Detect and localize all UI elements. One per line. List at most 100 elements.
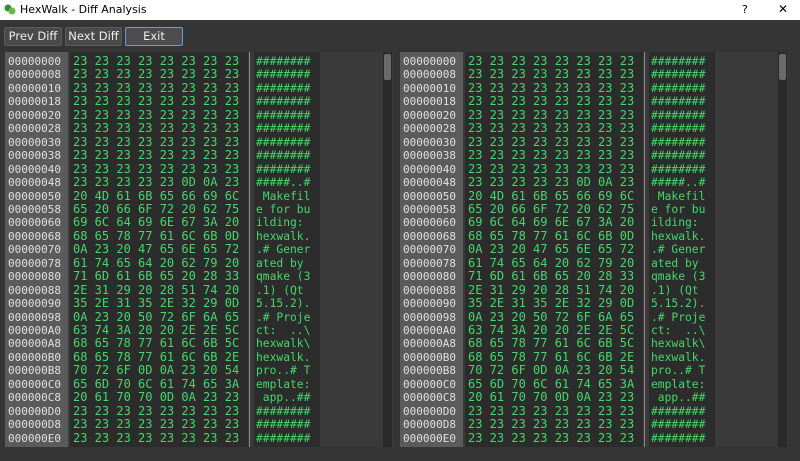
ascii-text: emplate: xyxy=(651,377,706,391)
offset: 00000048 xyxy=(403,176,456,190)
ascii-text: #####..# xyxy=(651,176,706,190)
ascii-text: emplate: xyxy=(256,377,311,391)
hex-bytes: 23 23 23 23 23 0D 0A 23 xyxy=(468,175,635,190)
offset: 00000090 xyxy=(403,297,456,311)
hex-row: 00000010 23 23 23 23 23 23 23 23 ######## xyxy=(400,80,778,95)
ascii-text: ######## xyxy=(651,55,706,68)
hex-row: 00000000 23 23 23 23 23 23 23 23 ######## xyxy=(5,54,383,69)
hex-bytes: 69 6C 64 69 6E 67 3A 20 xyxy=(73,215,240,230)
hex-row: 00000050 20 4D 61 6B 65 66 69 6C Makefil xyxy=(400,188,778,203)
hex-bytes: 61 74 65 64 20 62 79 20 xyxy=(468,255,635,270)
hex-row: 000000B8 70 72 6F 0D 0A 23 20 54 pro..# T xyxy=(400,363,778,378)
offset: 000000A8 xyxy=(403,337,456,351)
hex-row: 00000030 23 23 23 23 23 23 23 23 ######## xyxy=(400,135,778,149)
title-bar: HexWalk - Diff Analysis ? ✕ xyxy=(0,0,800,20)
scroll-thumb[interactable] xyxy=(384,54,391,80)
ascii-text: hexwalk\ xyxy=(256,337,311,351)
hex-bytes: 71 6D 61 6B 65 20 28 33 xyxy=(468,269,635,284)
offset: 00000048 xyxy=(8,176,61,190)
ascii-text: hexwalk. xyxy=(651,350,706,364)
hex-row: 000000D0 23 23 23 23 23 23 23 23 ######## xyxy=(5,404,383,418)
separator xyxy=(644,52,645,447)
offset: 000000D0 xyxy=(403,404,456,418)
scroll-thumb[interactable] xyxy=(779,54,786,80)
ascii-text: ######## xyxy=(256,149,311,163)
hex-bytes: 23 23 23 23 23 23 23 23 xyxy=(73,430,240,445)
ascii-text: .1) (Qt xyxy=(651,283,706,297)
next-diff-button[interactable]: Next Diff xyxy=(65,27,122,46)
offset: 000000E0 xyxy=(403,431,456,445)
offset: 00000008 xyxy=(403,68,456,82)
hex-bytes: 23 23 23 23 23 23 23 23 xyxy=(468,148,635,163)
ascii-text: ######## xyxy=(256,81,311,95)
hex-row: 00000068 68 65 78 77 61 6C 6B 0D hexwalk. xyxy=(5,228,383,243)
hex-bytes: 20 4D 61 6B 65 66 69 6C xyxy=(468,188,635,203)
hex-bytes: 69 6C 64 69 6E 67 3A 20 xyxy=(468,215,635,230)
ascii-text: hexwalk. xyxy=(256,350,311,364)
offset: 000000D8 xyxy=(403,418,456,432)
ascii-text: ######## xyxy=(256,162,311,176)
offset: 00000088 xyxy=(8,283,61,297)
offset: 000000B8 xyxy=(403,364,456,378)
hex-row: 00000088 2E 31 29 20 28 51 74 20 .1) (Qt xyxy=(400,282,778,297)
hex-row: 00000008 23 23 23 23 23 23 23 23 ######## xyxy=(400,68,778,82)
hex-bytes: 23 23 23 23 23 23 23 23 xyxy=(468,80,635,95)
ascii-text: ######## xyxy=(256,55,311,68)
scrollbar[interactable] xyxy=(778,52,787,447)
offset: 000000B0 xyxy=(8,350,61,364)
exit-button[interactable]: Exit xyxy=(125,27,183,46)
hex-bytes: 68 65 78 77 61 6C 6B 0D xyxy=(73,228,240,243)
offset: 000000D8 xyxy=(8,418,61,432)
offset: 00000098 xyxy=(8,310,61,324)
help-button[interactable]: ? xyxy=(742,3,748,16)
ascii-text: 5.15.2). xyxy=(651,297,706,311)
hex-bytes: 2E 31 29 20 28 51 74 20 xyxy=(468,282,635,297)
offset: 00000078 xyxy=(8,256,61,270)
offset: 00000080 xyxy=(8,270,61,284)
hex-bytes: 23 23 23 23 23 0D 0A 23 xyxy=(73,175,240,190)
offset: 000000A0 xyxy=(8,324,61,337)
prev-diff-button[interactable]: Prev Diff xyxy=(4,27,62,46)
window-title: HexWalk - Diff Analysis xyxy=(20,3,147,16)
offset: 00000038 xyxy=(403,149,456,163)
hex-bytes: 23 23 23 23 23 23 23 23 xyxy=(73,161,240,176)
hex-row: 00000030 23 23 23 23 23 23 23 23 ######## xyxy=(5,135,383,149)
hex-row: 000000E0 23 23 23 23 23 23 23 23 ######## xyxy=(5,430,383,445)
ascii-text: ######## xyxy=(651,404,706,418)
offset: 000000C8 xyxy=(403,391,456,405)
ascii-text: ilding: xyxy=(651,216,706,230)
hex-bytes: 23 23 23 23 23 23 23 23 xyxy=(468,430,635,445)
hex-bytes: 23 23 23 23 23 23 23 23 xyxy=(73,417,240,432)
ascii-text: ######## xyxy=(651,68,706,82)
hex-row: 00000010 23 23 23 23 23 23 23 23 ######## xyxy=(5,81,383,95)
ascii-text: ######## xyxy=(651,418,706,432)
ascii-text: e for bu xyxy=(256,202,311,216)
offset: 00000020 xyxy=(403,108,456,122)
app-icon xyxy=(4,4,16,15)
hex-bytes: 65 6D 70 6C 61 74 65 3A xyxy=(468,376,635,391)
hex-row: 000000B0 68 65 78 77 61 6C 6B 2E hexwalk. xyxy=(400,350,778,364)
scrollbar[interactable] xyxy=(383,52,392,447)
offset: 00000040 xyxy=(8,162,61,176)
hex-bytes: 23 23 23 23 23 23 23 23 xyxy=(468,121,635,136)
hex-row: 00000020 23 23 23 23 23 23 23 23 ######## xyxy=(5,108,383,122)
ascii-text: app..## xyxy=(256,391,311,405)
hex-bytes: 23 23 23 23 23 23 23 23 xyxy=(73,54,240,68)
close-button[interactable]: ✕ xyxy=(778,2,789,16)
hex-bytes: 71 6D 61 6B 65 20 28 33 xyxy=(73,269,240,284)
offset: 00000058 xyxy=(8,202,61,216)
hex-row: 00000070 0A 23 20 47 65 6E 65 72 .# Gener xyxy=(400,243,778,257)
hex-bytes: 68 65 78 77 61 6C 6B 2E xyxy=(73,349,240,364)
offset: 00000030 xyxy=(403,135,456,149)
hex-row: 000000C8 20 61 70 70 0D 0A 23 23 app..## xyxy=(400,391,778,405)
ascii-text: 5.15.2). xyxy=(256,297,311,311)
hex-row: 00000050 20 4D 61 6B 65 66 69 6C Makefil xyxy=(5,189,383,203)
offset: 000000D0 xyxy=(8,404,61,418)
ascii-text: ######## xyxy=(256,68,311,82)
offset: 00000000 xyxy=(403,55,456,68)
offset: 00000040 xyxy=(403,162,456,176)
hex-bytes: 70 72 6F 0D 0A 23 20 54 xyxy=(468,363,635,378)
ascii-text: ated by xyxy=(256,256,311,270)
ascii-text: ######## xyxy=(256,95,311,109)
